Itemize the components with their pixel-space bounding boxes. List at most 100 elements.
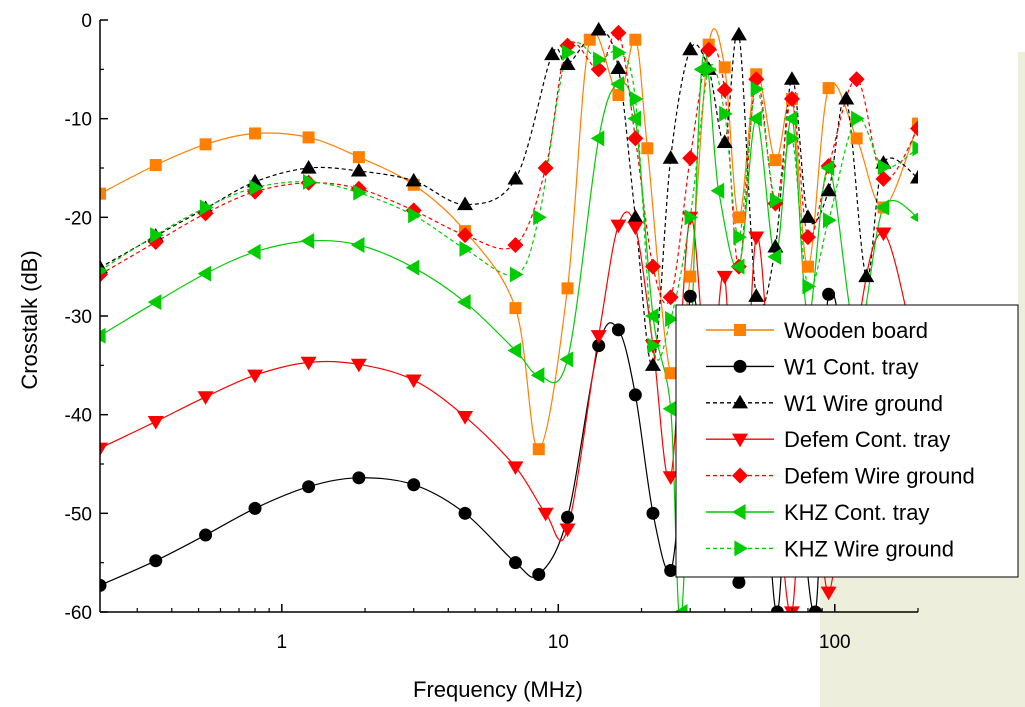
data-point-khz-cont-tray [730,258,745,275]
series-line-w1-wire-ground [100,29,918,367]
data-point-defem-cont-tray [610,219,627,234]
data-point-w1-wire-ground [858,268,875,283]
data-point-khz-wire-ground [408,207,422,224]
data-point-khz-wire-ground [750,81,765,98]
data-point-w1-cont-tray [683,289,697,303]
data-point-khz-wire-ground [823,212,837,229]
data-point-w1-cont-tray [532,568,546,582]
data-point-w1-wire-ground [507,170,524,185]
y-tick-label: 0 [81,11,92,32]
data-point-khz-wire-ground [684,209,699,226]
data-point-khz-cont-tray [910,212,918,223]
data-point-wooden-board [684,270,697,283]
data-point-khz-cont-tray [457,294,471,311]
data-point-w1-cont-tray [592,339,606,353]
data-point-khz-cont-tray [300,233,315,250]
y-tick-label: -60 [65,603,92,624]
data-point-defem-wire-ground [644,258,661,275]
data-point-w1-cont-tray [664,564,678,578]
legend-label-khz-cont-tray: KHZ Cont. tray [784,500,929,525]
legend-marker-defem-wire-ground [732,467,748,484]
data-point-w1-wire-ground [590,21,607,36]
data-point-w1-wire-ground [910,169,918,184]
legend-label-defem-cont-tray: Defem Cont. tray [784,427,950,452]
data-point-w1-wire-ground [457,196,474,211]
data-point-wooden-board [629,33,642,46]
y-tick-label: -30 [65,307,92,328]
data-point-w1-cont-tray [646,506,660,520]
data-point-khz-wire-ground [100,265,108,276]
data-point-w1-cont-tray [808,605,822,612]
series-line-defem-wire-ground [100,30,918,305]
markers-layer [100,21,918,612]
data-point-w1-cont-tray [770,605,784,612]
data-point-w1-wire-ground [662,150,679,164]
data-point-defem-cont-tray [405,374,422,389]
data-point-w1-wire-ground [716,134,733,148]
data-point-khz-cont-tray [783,110,798,127]
legend-marker-defem-cont-tray [732,433,748,448]
legend-marker-wooden-board [734,324,746,336]
data-point-khz-wire-ground [199,199,214,216]
data-point-wooden-board [850,132,863,145]
data-point-khz-wire-ground [733,229,747,246]
data-point-w1-wire-ground [300,160,317,174]
data-point-khz-cont-tray [820,160,835,176]
data-point-defem-cont-tray [147,415,164,430]
data-point-khz-cont-tray [875,199,890,216]
data-point-wooden-board [561,282,574,295]
data-point-w1-wire-ground [644,357,661,371]
data-point-khz-cont-tray [673,604,688,612]
data-point-wooden-board [583,33,596,46]
data-point-khz-cont-tray [662,400,677,417]
data-point-khz-cont-tray [627,110,641,127]
data-point-defem-wire-ground [682,150,699,167]
y-axis-title: Crosstalk (dB) [17,250,42,389]
data-point-defem-cont-tray [748,231,765,246]
data-point-khz-cont-tray [507,342,522,359]
data-point-defem-wire-ground [783,90,800,107]
data-point-wooden-board [612,88,625,101]
data-point-w1-cont-tray [407,478,421,492]
data-point-defem-wire-ground [662,289,679,306]
data-point-w1-cont-tray [508,556,522,570]
legend-label-wooden-board: Wooden board [784,318,928,343]
data-point-w1-wire-ground [783,71,800,85]
data-point-khz-cont-tray [530,367,545,384]
data-point-khz-cont-tray [559,351,574,368]
data-point-w1-wire-ground [682,41,699,56]
data-point-khz-wire-ground [629,90,644,107]
data-point-khz-cont-tray [350,236,365,253]
y-tick-label: -20 [65,208,92,229]
data-point-defem-cont-tray [300,356,317,371]
data-point-khz-wire-ground [303,173,317,190]
data-point-khz-cont-tray [710,182,725,199]
data-point-khz-wire-ground [353,184,367,201]
data-point-w1-cont-tray [199,528,213,542]
data-point-w1-cont-tray [628,388,642,402]
y-tick-label: -10 [65,110,92,131]
data-point-khz-cont-tray [100,327,106,344]
legend-box [675,304,1019,578]
data-point-defem-cont-tray [100,442,108,457]
data-point-w1-wire-ground [838,90,855,105]
data-point-defem-cont-tray [507,461,524,475]
data-point-w1-cont-tray [611,323,625,337]
data-point-defem-cont-tray [820,586,837,601]
data-point-khz-cont-tray [644,308,659,324]
data-point-wooden-board [249,127,262,140]
legend-marker-khz-wire-ground [734,540,748,557]
data-point-defem-cont-tray [627,221,644,236]
data-point-wooden-board [100,187,106,200]
data-point-khz-wire-ground [561,44,576,61]
data-point-defem-wire-ground [910,120,918,137]
data-point-defem-cont-tray [350,358,367,373]
data-point-w1-wire-ground [544,46,561,61]
data-point-defem-wire-ground [457,227,474,244]
data-point-khz-wire-ground [509,266,524,283]
data-point-defem-wire-ground [627,130,644,147]
legend-label-defem-wire-ground: Defem Wire ground [784,464,975,489]
data-point-defem-cont-tray [247,369,264,384]
data-point-defem-wire-ground [799,229,816,246]
data-point-w1-cont-tray [822,287,836,301]
